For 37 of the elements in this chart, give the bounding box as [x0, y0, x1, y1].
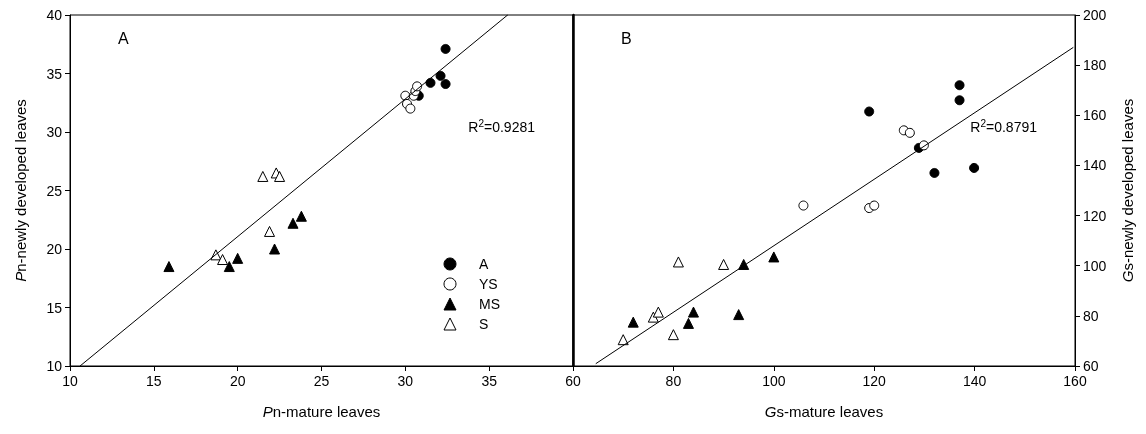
x-tick-label: 100	[762, 373, 786, 389]
x-axis-title: Pn-mature leaves	[262, 403, 381, 420]
x-axis-title: Gs-mature leaves	[764, 403, 884, 420]
x-tick-label: 30	[397, 373, 414, 389]
y2-tick-label: 180	[1083, 57, 1107, 74]
y2-tick-label: 200	[1083, 7, 1107, 23]
y-axis-title: Pn-newly developed leaves	[12, 99, 29, 282]
legend-label: A	[479, 256, 489, 272]
legend-label: MS	[479, 296, 500, 312]
x-tick-label: 15	[146, 373, 162, 389]
y2-tick-label: 80	[1083, 307, 1099, 324]
y2-tick-label: 160	[1083, 107, 1107, 124]
x-tick-label: 25	[313, 373, 330, 389]
y2-tick-label: 140	[1083, 157, 1107, 174]
y2-axis-title: Gs-newly developed leaves	[1119, 98, 1136, 283]
y2-tick-label: 120	[1083, 207, 1107, 224]
y2-tick-label: 60	[1083, 358, 1099, 374]
x-tick-label: 160	[1063, 373, 1087, 389]
y-tick-label: 35	[46, 65, 63, 82]
x-tick-label: 80	[665, 373, 682, 389]
y-tick-label: 10	[46, 358, 63, 374]
y-tick-label: 25	[46, 182, 63, 199]
x-tick-label: 140	[962, 373, 987, 389]
annotation: B	[621, 29, 632, 47]
legend-label: YS	[479, 276, 498, 292]
y-tick-label: 20	[46, 241, 63, 257]
x-tick-label: 60	[565, 373, 581, 389]
y2-tick-label: 100	[1083, 257, 1107, 274]
legend-label: S	[479, 316, 489, 332]
x-tick-label: 10	[62, 373, 78, 389]
y-tick-label: 15	[46, 299, 63, 316]
y-tick-label: 30	[46, 124, 63, 140]
annotation: A	[118, 29, 129, 47]
x-tick-label: 20	[229, 373, 246, 389]
x-tick-label: 120	[862, 373, 887, 389]
y-tick-label: 40	[46, 7, 63, 23]
x-tick-label: 35	[481, 373, 498, 389]
